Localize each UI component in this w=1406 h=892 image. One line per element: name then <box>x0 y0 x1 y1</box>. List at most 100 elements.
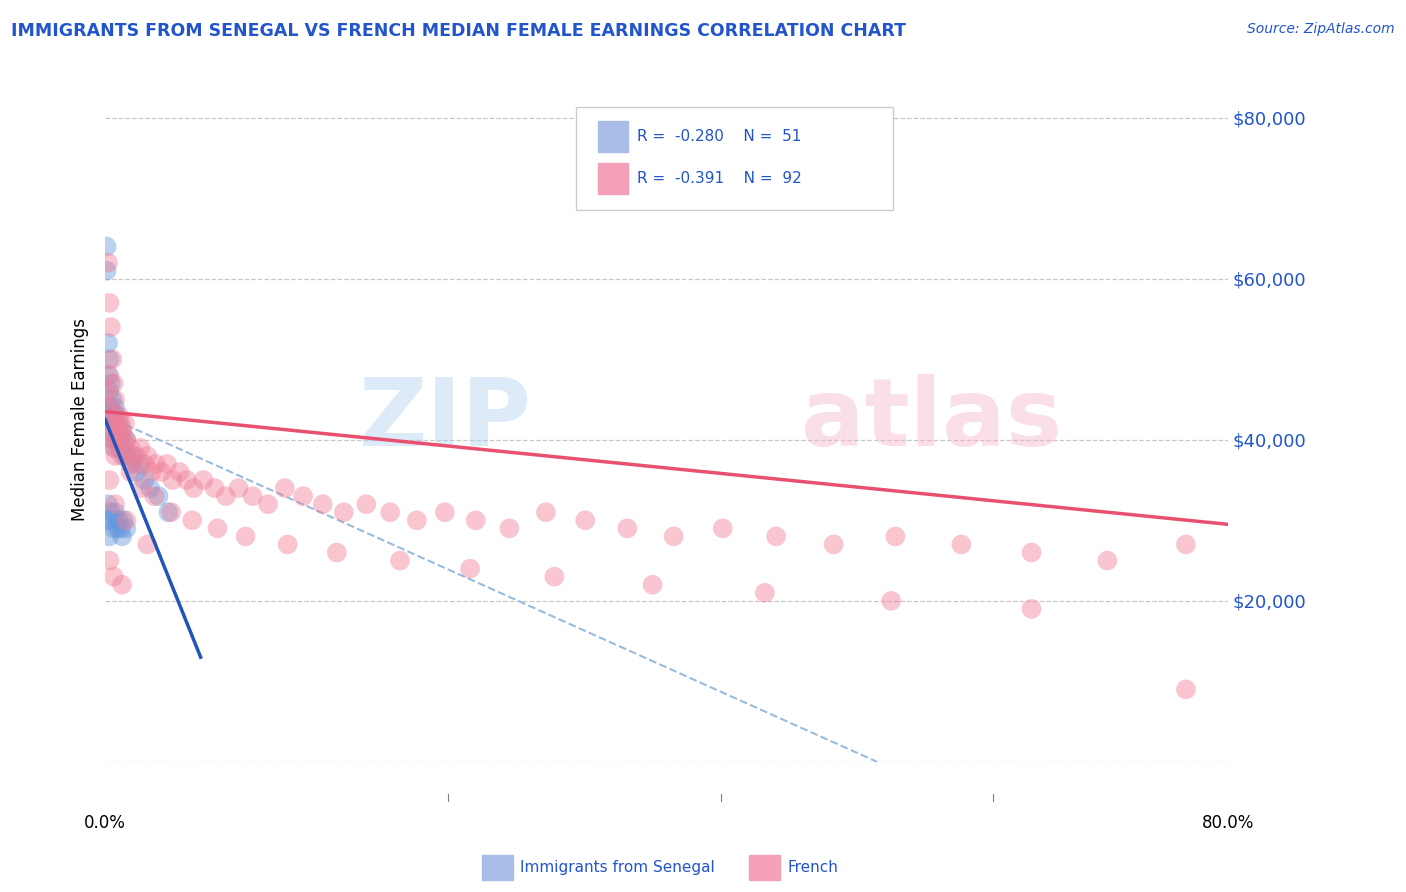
Point <box>242 489 264 503</box>
Point <box>143 489 166 503</box>
Point <box>312 497 335 511</box>
Point <box>574 513 596 527</box>
Point <box>141 465 163 479</box>
Point <box>103 409 125 423</box>
Point <box>100 320 122 334</box>
Point <box>112 441 135 455</box>
Point <box>112 513 135 527</box>
Point <box>101 433 124 447</box>
Point <box>107 425 129 439</box>
Point <box>193 473 215 487</box>
Point <box>1021 602 1043 616</box>
Point <box>108 409 131 423</box>
Point <box>183 481 205 495</box>
Point <box>1021 545 1043 559</box>
Point <box>105 513 128 527</box>
Point <box>101 417 124 431</box>
Point <box>950 537 973 551</box>
Point <box>111 449 134 463</box>
Point <box>204 481 226 495</box>
Point <box>100 401 122 415</box>
Point <box>1097 553 1119 567</box>
Point <box>110 417 132 431</box>
Point <box>101 513 124 527</box>
Point <box>120 457 142 471</box>
Point <box>458 561 481 575</box>
Point <box>1174 537 1197 551</box>
Point <box>104 497 127 511</box>
Point <box>112 433 135 447</box>
Point <box>122 449 145 463</box>
Point <box>1174 682 1197 697</box>
Point <box>120 465 142 479</box>
Point <box>156 457 179 471</box>
Point <box>125 465 148 479</box>
Point <box>333 505 356 519</box>
Point <box>139 481 162 495</box>
Point <box>880 594 903 608</box>
Point <box>884 529 907 543</box>
Text: atlas: atlas <box>801 374 1063 466</box>
Point <box>131 481 153 495</box>
Point <box>115 513 138 527</box>
Point <box>150 465 173 479</box>
Point <box>100 376 122 391</box>
Point <box>176 473 198 487</box>
Point <box>110 433 132 447</box>
Point <box>464 513 486 527</box>
Point <box>103 376 125 391</box>
Point <box>114 449 136 463</box>
Text: ZIP: ZIP <box>359 374 531 466</box>
Point <box>111 425 134 439</box>
Point <box>101 392 124 407</box>
Point <box>111 578 134 592</box>
Point <box>543 569 565 583</box>
Point <box>101 409 124 423</box>
Point <box>181 513 204 527</box>
Point <box>378 505 401 519</box>
Point <box>388 553 411 567</box>
Text: IMMIGRANTS FROM SENEGAL VS FRENCH MEDIAN FEMALE EARNINGS CORRELATION CHART: IMMIGRANTS FROM SENEGAL VS FRENCH MEDIAN… <box>11 22 907 40</box>
Point <box>292 489 315 503</box>
Point <box>117 449 139 463</box>
Point <box>98 368 121 383</box>
Point <box>498 521 520 535</box>
Point <box>98 352 121 367</box>
Point <box>98 529 121 543</box>
Point <box>104 441 127 455</box>
Point <box>104 449 127 463</box>
Point <box>111 529 134 543</box>
Point <box>101 352 124 367</box>
Point <box>103 569 125 583</box>
Point <box>148 489 170 503</box>
Text: 0.0%: 0.0% <box>84 814 127 832</box>
Point <box>98 417 121 431</box>
Point <box>125 449 148 463</box>
Point <box>103 521 125 535</box>
Point <box>277 537 299 551</box>
Point <box>98 296 121 310</box>
Point <box>97 368 120 383</box>
Point <box>96 384 118 399</box>
Point <box>98 384 121 399</box>
Point <box>405 513 427 527</box>
Point <box>100 505 122 519</box>
Point <box>108 513 131 527</box>
Point <box>107 521 129 535</box>
Point <box>215 489 238 503</box>
Point <box>98 409 121 423</box>
Point <box>97 255 120 269</box>
Point <box>108 441 131 455</box>
Point <box>641 578 664 592</box>
Point <box>356 497 378 511</box>
Point <box>160 505 183 519</box>
Point <box>110 521 132 535</box>
Point <box>754 586 776 600</box>
Point <box>120 441 142 455</box>
Point <box>103 433 125 447</box>
Point <box>115 433 138 447</box>
Point <box>97 401 120 415</box>
Text: R =  -0.280    N =  51: R = -0.280 N = 51 <box>637 129 801 144</box>
Point <box>326 545 349 559</box>
Point <box>274 481 297 495</box>
